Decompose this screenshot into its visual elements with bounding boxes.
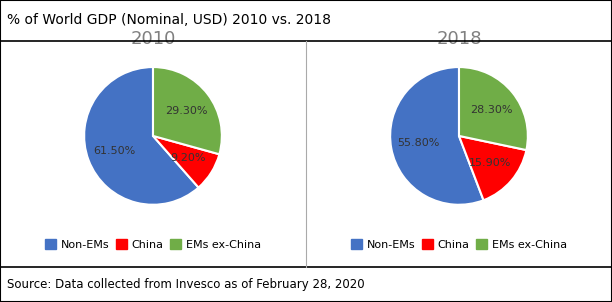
- Text: 9.20%: 9.20%: [170, 153, 206, 163]
- Text: 28.30%: 28.30%: [470, 105, 512, 115]
- Wedge shape: [84, 67, 198, 205]
- Wedge shape: [459, 136, 526, 200]
- Text: 29.30%: 29.30%: [165, 106, 207, 116]
- Text: Source: Data collected from Invesco as of February 28, 2020: Source: Data collected from Invesco as o…: [7, 278, 365, 291]
- Text: 55.80%: 55.80%: [397, 138, 439, 148]
- Legend: Non-EMs, China, EMs ex-China: Non-EMs, China, EMs ex-China: [40, 235, 266, 254]
- Text: 15.90%: 15.90%: [469, 158, 512, 168]
- Wedge shape: [459, 67, 528, 150]
- Title: 2010: 2010: [130, 30, 176, 48]
- Wedge shape: [390, 67, 483, 205]
- Legend: Non-EMs, China, EMs ex-China: Non-EMs, China, EMs ex-China: [346, 235, 572, 254]
- Title: 2018: 2018: [436, 30, 482, 48]
- Wedge shape: [153, 67, 222, 154]
- Text: % of World GDP (Nominal, USD) 2010 vs. 2018: % of World GDP (Nominal, USD) 2010 vs. 2…: [7, 13, 331, 27]
- Text: 61.50%: 61.50%: [93, 146, 135, 156]
- Wedge shape: [153, 136, 219, 188]
